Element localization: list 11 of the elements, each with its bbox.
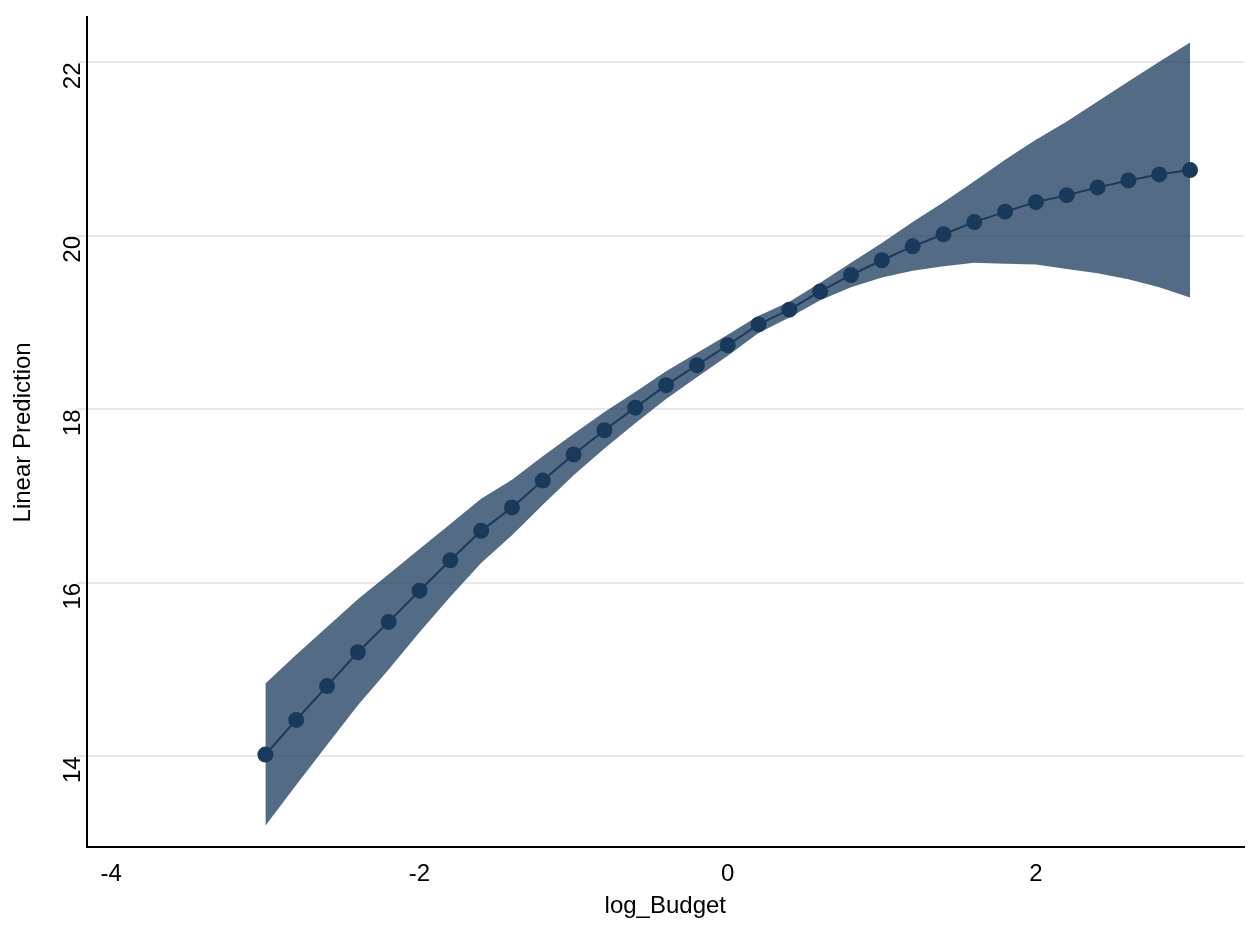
x-axis-title: log_Budget bbox=[604, 891, 727, 919]
x-tick-label: -2 bbox=[408, 859, 431, 887]
y-tick-label: 22 bbox=[58, 62, 86, 90]
x-tick-label: 2 bbox=[1029, 859, 1043, 887]
y-tick-label: 16 bbox=[58, 582, 86, 610]
x-tick-label: -4 bbox=[100, 859, 122, 887]
x-tick-label: 0 bbox=[721, 859, 735, 887]
y-tick-label: 20 bbox=[58, 235, 86, 263]
y-axis-title: Linear Prediction bbox=[8, 342, 36, 523]
y-tick-label: 14 bbox=[58, 756, 86, 784]
y-tick-label: 18 bbox=[58, 409, 86, 437]
